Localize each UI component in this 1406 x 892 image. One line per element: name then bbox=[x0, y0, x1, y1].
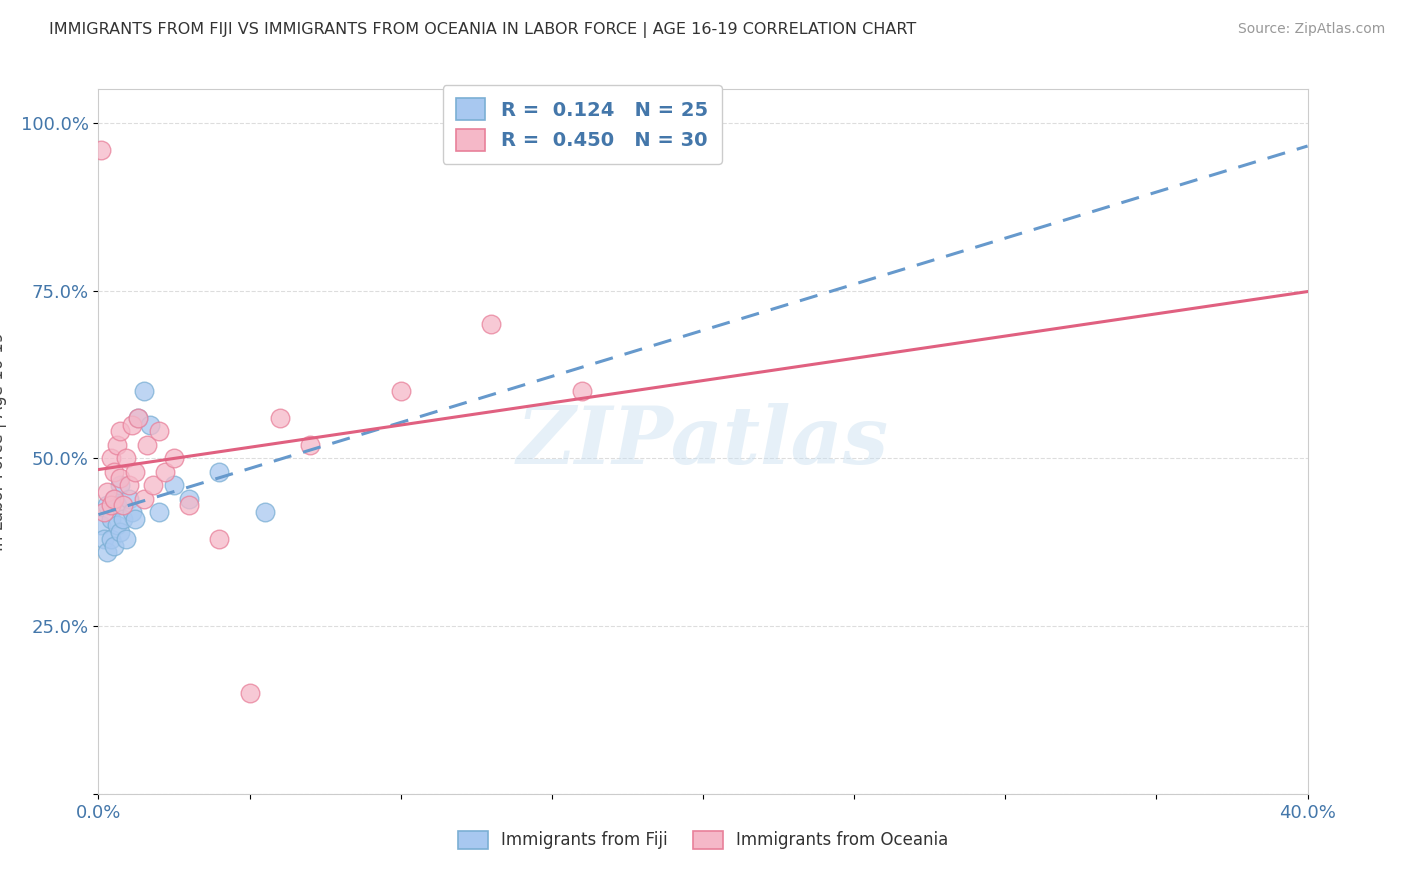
Point bbox=[132, 491, 155, 506]
Point bbox=[142, 478, 165, 492]
Text: ZIPatlas: ZIPatlas bbox=[517, 403, 889, 480]
Point bbox=[103, 491, 125, 506]
Text: IMMIGRANTS FROM FIJI VS IMMIGRANTS FROM OCEANIA IN LABOR FORCE | AGE 16-19 CORRE: IMMIGRANTS FROM FIJI VS IMMIGRANTS FROM … bbox=[49, 22, 917, 38]
Y-axis label: In Labor Force | Age 16-19: In Labor Force | Age 16-19 bbox=[0, 332, 7, 551]
Point bbox=[100, 532, 122, 546]
Point bbox=[90, 518, 112, 533]
Point bbox=[103, 539, 125, 553]
Point bbox=[121, 417, 143, 432]
Point bbox=[103, 491, 125, 506]
Point bbox=[239, 686, 262, 700]
Point bbox=[105, 498, 128, 512]
Point bbox=[208, 465, 231, 479]
Point bbox=[108, 471, 131, 485]
Point bbox=[269, 411, 291, 425]
Point bbox=[100, 512, 122, 526]
Point bbox=[114, 451, 136, 466]
Point bbox=[135, 438, 157, 452]
Point bbox=[108, 425, 131, 439]
Point bbox=[163, 478, 186, 492]
Point bbox=[90, 143, 112, 157]
Point bbox=[132, 384, 155, 399]
Point bbox=[100, 498, 122, 512]
Point bbox=[389, 384, 412, 399]
Point bbox=[96, 484, 118, 499]
Point bbox=[118, 478, 141, 492]
Point bbox=[481, 317, 503, 331]
Point bbox=[108, 478, 131, 492]
Point bbox=[253, 505, 276, 519]
Point bbox=[96, 498, 118, 512]
Text: Source: ZipAtlas.com: Source: ZipAtlas.com bbox=[1237, 22, 1385, 37]
Point bbox=[127, 411, 149, 425]
Point bbox=[108, 525, 131, 540]
Point bbox=[139, 417, 162, 432]
Point bbox=[105, 438, 128, 452]
Point bbox=[148, 505, 170, 519]
Point bbox=[118, 491, 141, 506]
Point bbox=[299, 438, 322, 452]
Point bbox=[93, 505, 115, 519]
Point bbox=[96, 545, 118, 559]
Point bbox=[127, 411, 149, 425]
Point bbox=[111, 498, 134, 512]
Point bbox=[179, 498, 201, 512]
Point bbox=[124, 512, 146, 526]
Point bbox=[179, 491, 201, 506]
Point bbox=[114, 532, 136, 546]
Point bbox=[103, 465, 125, 479]
Point bbox=[571, 384, 593, 399]
Point bbox=[93, 532, 115, 546]
Point bbox=[153, 465, 176, 479]
Point bbox=[100, 451, 122, 466]
Point bbox=[121, 505, 143, 519]
Point bbox=[124, 465, 146, 479]
Point bbox=[105, 518, 128, 533]
Legend: Immigrants from Fiji, Immigrants from Oceania: Immigrants from Fiji, Immigrants from Oc… bbox=[451, 824, 955, 856]
Point bbox=[111, 512, 134, 526]
Point bbox=[163, 451, 186, 466]
Point bbox=[208, 532, 231, 546]
Point bbox=[148, 425, 170, 439]
